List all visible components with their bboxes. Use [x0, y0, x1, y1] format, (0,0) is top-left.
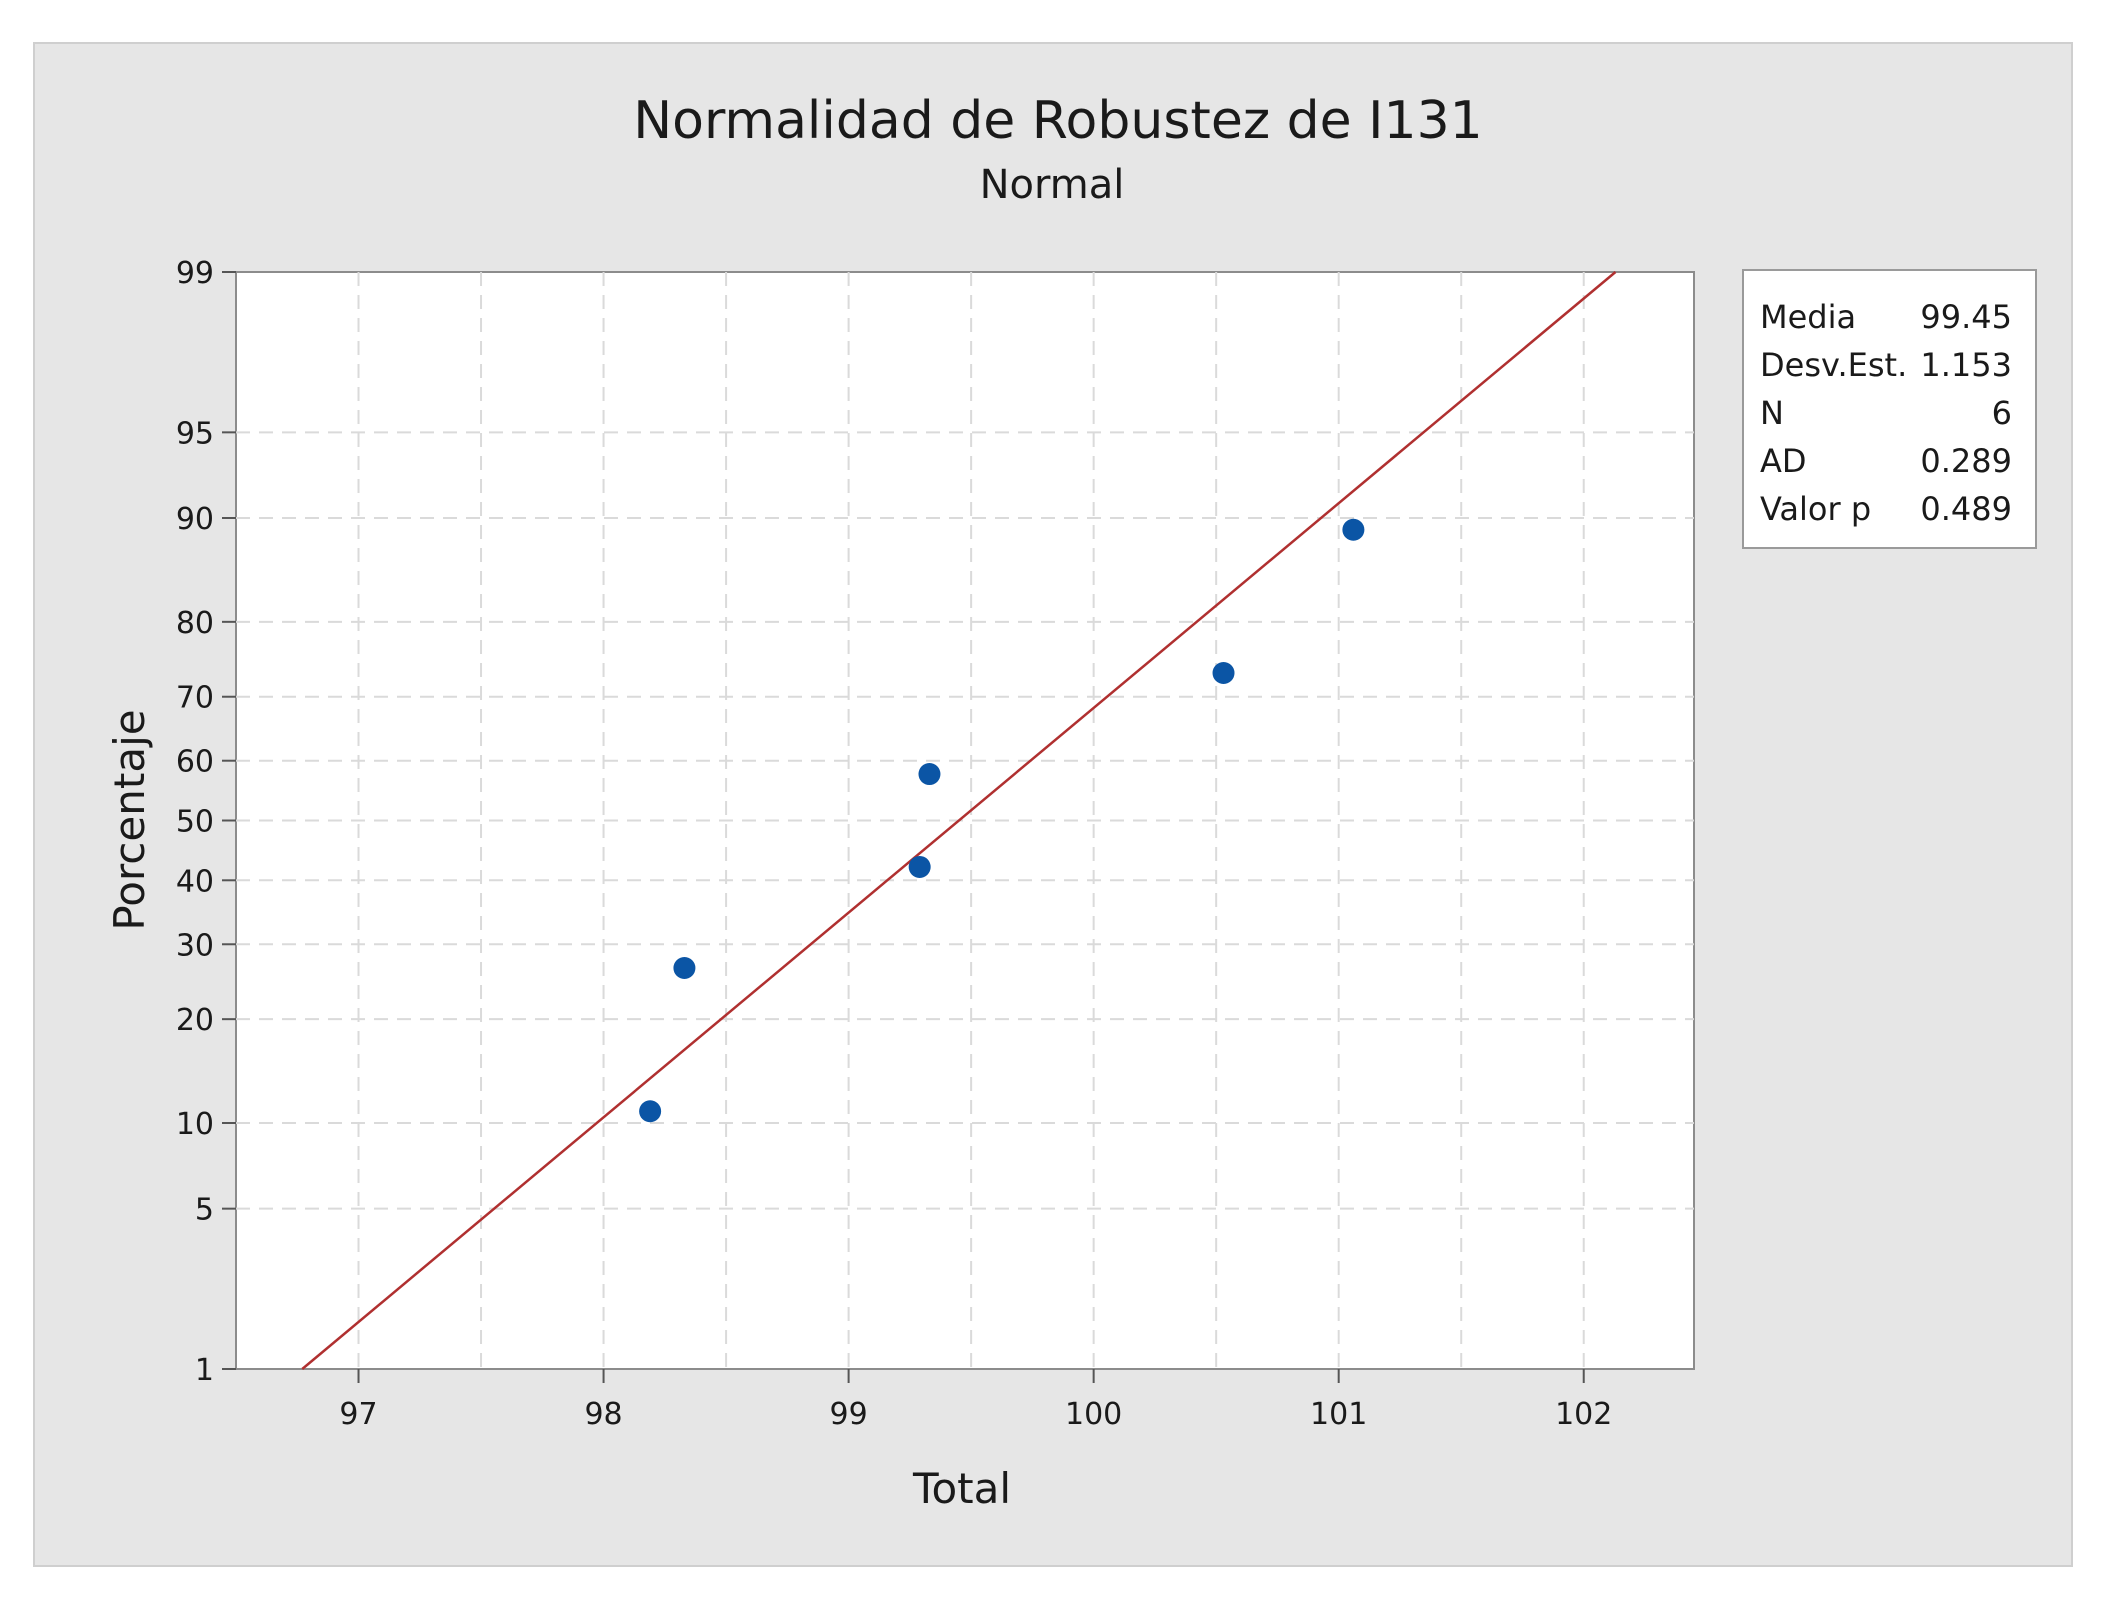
legend-label: Valor p	[1760, 490, 1871, 528]
fit-line-group	[301, 271, 1617, 1370]
grid	[236, 272, 1694, 1369]
y-tick-label: 20	[176, 1003, 214, 1038]
x-tick-label: 98	[584, 1397, 622, 1432]
data-point	[908, 855, 931, 878]
legend-box	[1742, 269, 2037, 549]
y-tick-label: 10	[176, 1107, 214, 1142]
y-tick-label: 95	[176, 416, 214, 451]
data-point	[918, 763, 941, 786]
y-tick-label: 90	[176, 502, 214, 537]
x-tick-label: 99	[830, 1397, 868, 1432]
legend-label: N	[1760, 394, 1784, 432]
legend-value: 0.289	[1920, 442, 2012, 480]
chart-subtitle: Normal	[980, 162, 1125, 208]
data-point	[1212, 661, 1235, 684]
y-tick-label: 50	[176, 805, 214, 840]
data-point	[1342, 518, 1365, 541]
y-tick-label: 99	[176, 256, 214, 291]
fit-line	[301, 271, 1617, 1370]
data-points	[639, 518, 1365, 1123]
x-tick-label: 100	[1065, 1397, 1122, 1432]
legend-value: 99.45	[1920, 298, 2012, 336]
y-tick-label: 30	[176, 928, 214, 963]
y-tick-label: 40	[176, 864, 214, 899]
y-tick-label: 5	[195, 1193, 214, 1228]
legend-value: 1.153	[1920, 346, 2012, 384]
x-axis-label: Total	[912, 1464, 1011, 1513]
y-tick-label: 1	[195, 1353, 214, 1388]
legend-label: Desv.Est.	[1760, 346, 1907, 384]
y-axis-label: Porcentaje	[105, 709, 154, 930]
stats-legend: Media 99.45 Desv.Est. 1.153 N 6 AD 0.289 Valor p…	[1742, 269, 2037, 549]
x-tick-label: 101	[1310, 1397, 1367, 1432]
y-tick-label: 60	[176, 745, 214, 780]
legend-label: AD	[1760, 442, 1807, 480]
data-point	[639, 1100, 662, 1123]
legend-value: 0.489	[1920, 490, 2012, 528]
chart-title: Normalidad de Robustez de I131	[633, 91, 1483, 151]
x-tick-label: 97	[339, 1397, 377, 1432]
x-tick-label: 102	[1555, 1397, 1612, 1432]
axes: 97 98 99 100 101 102 1 5 10 20 30 40 50 60 70 80 90 95 99	[176, 256, 1613, 1432]
data-point	[673, 957, 696, 980]
legend-value: 6	[1992, 394, 2012, 432]
y-tick-label: 80	[176, 606, 214, 641]
y-tick-label: 70	[176, 681, 214, 716]
legend-label: Media	[1760, 298, 1856, 336]
